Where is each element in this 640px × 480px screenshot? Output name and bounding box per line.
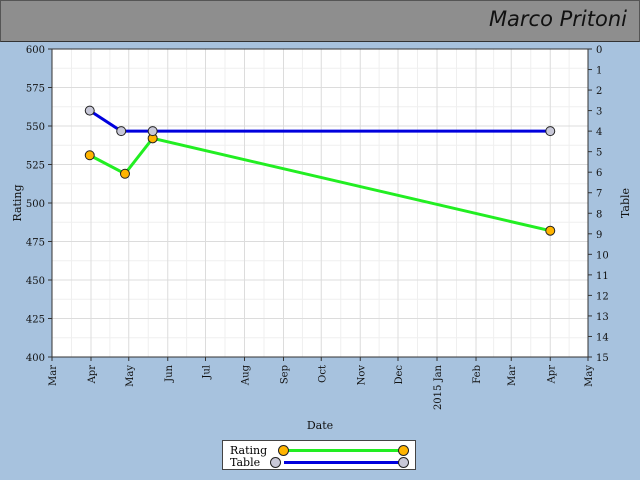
y-tick-label: 550 <box>26 122 45 133</box>
legend-line-table <box>284 461 402 464</box>
x-tick-label: May <box>125 365 136 387</box>
y-tick-label: 575 <box>26 84 45 95</box>
y2-tick-label: 10 <box>596 250 609 261</box>
y2-tick-label: 5 <box>596 148 602 159</box>
y2-tick-label: 7 <box>596 189 602 200</box>
data-point-rating <box>84 150 95 161</box>
x-tick-label: Mar <box>48 365 59 386</box>
data-point-table <box>84 105 95 116</box>
x-tick-label: Apr <box>87 365 98 385</box>
data-point-table <box>116 126 127 137</box>
y-tick-label: 600 <box>26 45 45 56</box>
x-tick-label: Aug <box>241 364 252 386</box>
y2-tick-label: 11 <box>596 271 609 282</box>
legend-line-rating <box>284 449 402 452</box>
x-tick-label: Sep <box>280 365 291 384</box>
y2-tick-label: 8 <box>596 209 602 220</box>
y-axis-label: Rating <box>11 184 24 221</box>
header-bar: Marco Pritoni <box>0 0 640 42</box>
x-tick-label: Mar <box>507 365 518 386</box>
data-point-table <box>147 126 158 137</box>
y2-tick-label: 12 <box>596 291 609 302</box>
y2-tick-label: 14 <box>596 332 609 343</box>
y2-tick-label: 15 <box>596 353 609 364</box>
y-tick-label: 400 <box>26 353 45 364</box>
y2-tick-label: 3 <box>596 107 602 118</box>
y-tick-label: 450 <box>26 276 45 287</box>
y2-tick-label: 13 <box>596 312 609 323</box>
x-tick-label: 2015 Jan <box>433 364 444 410</box>
y2-tick-label: 6 <box>596 168 602 179</box>
x-tick-label: Oct <box>317 365 328 383</box>
series-line-table <box>88 109 551 133</box>
y-tick-label: 500 <box>26 199 45 210</box>
y-tick-label: 425 <box>26 315 45 326</box>
x-tick-label: Nov <box>356 365 367 386</box>
y2-tick-label: 0 <box>596 45 602 56</box>
legend-marker-table-end <box>398 457 409 468</box>
legend-marker-rating-start <box>278 445 289 456</box>
y-tick-label: 475 <box>26 238 45 249</box>
y2-tick-label: 9 <box>596 230 602 241</box>
x-tick-label: Dec <box>394 365 405 385</box>
x-tick-label: Jun <box>164 364 175 382</box>
y-tick-label: 525 <box>26 161 45 172</box>
legend-marker-table-start <box>270 457 281 468</box>
data-point-rating <box>119 168 130 179</box>
y2-tick-label: 2 <box>596 86 602 97</box>
x-tick-label: Apr <box>546 365 557 385</box>
legend-label-rating: Rating <box>230 444 268 457</box>
y2-tick-label: 1 <box>596 66 602 77</box>
y2-tick-label: 4 <box>596 127 602 138</box>
legend: Rating Table <box>222 440 416 470</box>
x-tick-label: May <box>584 365 595 387</box>
legend-label-table: Table <box>230 456 261 469</box>
y2-axis-label: Table <box>619 188 632 218</box>
legend-marker-rating-end <box>398 445 409 456</box>
x-tick-label: Jul <box>202 365 213 380</box>
series-line-rating <box>89 136 551 233</box>
x-axis-label: Date <box>307 419 333 432</box>
data-point-table <box>545 126 556 137</box>
player-name: Marco Pritoni <box>488 7 627 31</box>
x-tick-label: Feb <box>472 365 483 384</box>
data-point-rating <box>545 225 556 236</box>
